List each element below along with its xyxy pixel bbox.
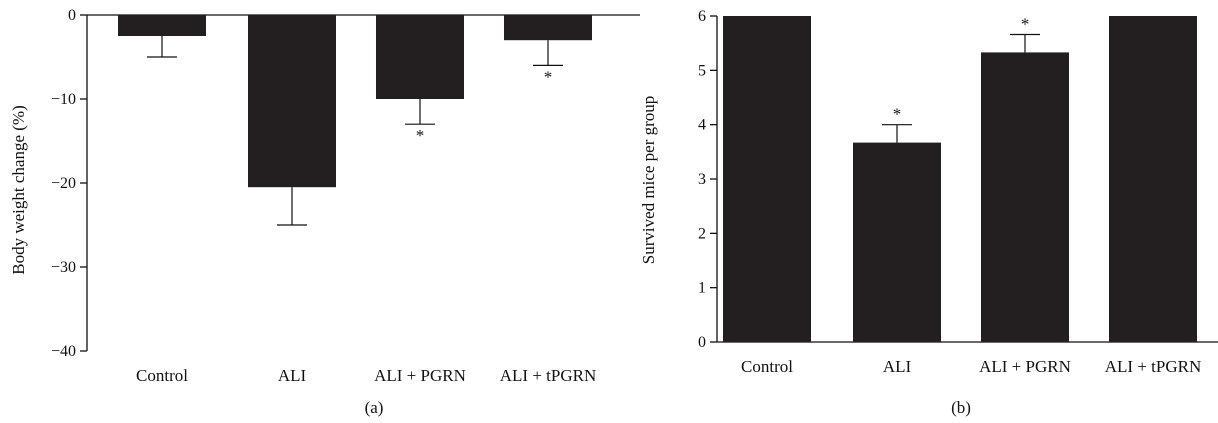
panel-b-bar bbox=[1109, 16, 1197, 342]
panel-a-significance-marker: * bbox=[544, 67, 553, 86]
panel-a-y-tick-label: −20 bbox=[51, 175, 76, 192]
panel-b-y-tick-label: 2 bbox=[698, 225, 706, 242]
panel-b-significance-marker: * bbox=[893, 105, 902, 124]
panel-a-bar bbox=[118, 15, 206, 36]
panel-a-category-label: ALI + tPGRN bbox=[500, 366, 596, 385]
panel-b-bar bbox=[981, 52, 1069, 343]
panel-a-category-label: ALI bbox=[278, 366, 307, 385]
panel-a-category-label: ALI + PGRN bbox=[374, 366, 466, 385]
panel-a-ylabel: Body weight change (%) bbox=[9, 105, 28, 274]
panel-b-y-tick-label: 1 bbox=[698, 280, 706, 297]
panel-b-category-label: ALI + tPGRN bbox=[1105, 357, 1201, 376]
panel-a-y-tick-label: −30 bbox=[51, 259, 76, 276]
panel-b-y-tick-label: 4 bbox=[698, 117, 706, 134]
panel-a-bar bbox=[248, 15, 336, 188]
panel-b-survival-chart: Survived mice per group (b) 0 1 2 3 4 5 6 Contr… bbox=[639, 8, 1218, 417]
panel-a-bar bbox=[504, 15, 592, 41]
panel-b-significance-marker: * bbox=[1021, 14, 1030, 33]
panel-b-bar bbox=[723, 16, 811, 342]
panel-a-y-tick-label: −10 bbox=[51, 91, 76, 108]
panel-b-y-tick-label: 0 bbox=[698, 334, 706, 351]
panel-a-y-tick-label: −40 bbox=[51, 343, 76, 360]
panel-b-category-label: Control bbox=[741, 357, 793, 376]
panel-b-y-tick-label: 6 bbox=[698, 8, 706, 25]
panel-b-category-label: ALI bbox=[883, 357, 912, 376]
panel-a-label: (a) bbox=[365, 398, 384, 417]
panel-a-y-tick-label: 0 bbox=[68, 7, 76, 24]
panel-a-bar bbox=[376, 15, 464, 99]
panel-b-ylabel: Survived mice per group bbox=[639, 96, 658, 265]
panel-b-y-tick-label: 3 bbox=[698, 171, 706, 188]
panel-a-category-label: Control bbox=[136, 366, 188, 385]
panel-b-y-tick-label: 5 bbox=[698, 62, 706, 79]
panel-a-significance-marker: * bbox=[416, 126, 425, 145]
panel-a-body-weight-chart: Body weight change (%) (a) 0 −10 −20 −30 −40… bbox=[9, 7, 640, 417]
panel-b-bar bbox=[853, 142, 941, 342]
panel-b-label: (b) bbox=[951, 398, 971, 417]
panel-b-category-label: ALI + PGRN bbox=[979, 357, 1071, 376]
